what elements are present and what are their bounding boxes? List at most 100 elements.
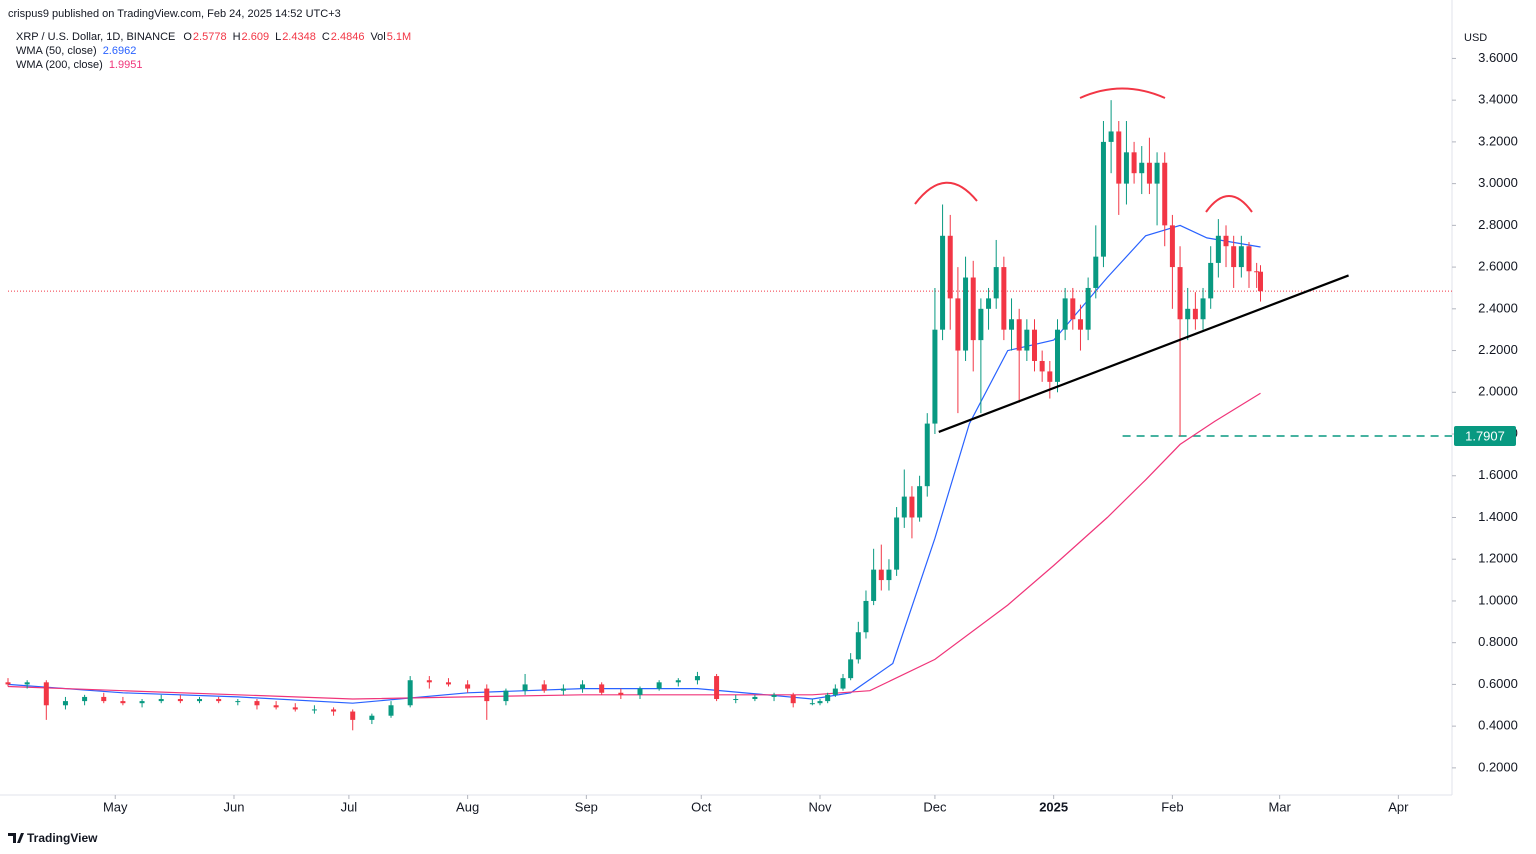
candle xyxy=(1001,256,1007,341)
candle xyxy=(1257,265,1263,302)
y-tick-label: 0.4000 xyxy=(1478,718,1518,733)
candle-body xyxy=(484,688,490,702)
candle-body xyxy=(254,701,260,706)
ohlc-key: H xyxy=(233,31,241,43)
candle-body xyxy=(752,696,758,700)
candle xyxy=(886,559,892,591)
y-tick-label: 1.2000 xyxy=(1478,551,1518,566)
candle-body xyxy=(947,235,953,299)
volume-key: Vol xyxy=(370,31,385,43)
candle-body xyxy=(832,688,838,695)
candle-body xyxy=(993,267,999,299)
candle xyxy=(940,204,946,341)
candle xyxy=(1085,277,1091,341)
candle xyxy=(909,486,915,539)
trendline xyxy=(938,274,1349,433)
candle-body xyxy=(1231,246,1237,268)
candle-body xyxy=(5,682,11,685)
candle-body xyxy=(1077,319,1083,330)
candle xyxy=(158,694,164,704)
candle xyxy=(1139,146,1145,195)
candle-body xyxy=(1177,267,1183,320)
candle-body xyxy=(963,277,969,351)
candle xyxy=(978,298,984,414)
ma-line xyxy=(7,224,1261,704)
candle-body xyxy=(932,329,938,424)
y-tick-label: 1.6000 xyxy=(1478,467,1518,482)
candle xyxy=(1070,287,1076,330)
candle-body xyxy=(1032,329,1038,361)
candle xyxy=(407,676,413,708)
candle xyxy=(1185,287,1191,341)
candle xyxy=(1047,360,1053,399)
candle-body xyxy=(1100,141,1106,257)
candle-body xyxy=(1139,162,1145,174)
candle-body xyxy=(541,684,547,691)
shoulder-arc xyxy=(1205,195,1253,213)
candle-body xyxy=(1257,271,1263,292)
candle xyxy=(1146,137,1152,195)
candle-body xyxy=(656,682,662,689)
ohlc-key: L xyxy=(275,31,281,43)
candle-body xyxy=(840,678,846,689)
candle xyxy=(1062,287,1068,341)
candle-body xyxy=(331,709,337,712)
y-tick-label: 0.6000 xyxy=(1478,676,1518,691)
candle-body xyxy=(1238,246,1244,268)
candle-body xyxy=(120,701,126,704)
candle xyxy=(197,696,203,704)
candle-body xyxy=(1200,298,1206,320)
x-tick-label: May xyxy=(103,799,128,814)
candle-body xyxy=(917,486,923,518)
candle-body xyxy=(388,705,394,716)
candle xyxy=(771,692,777,702)
candle xyxy=(963,256,969,361)
candle xyxy=(817,699,823,706)
candle-body xyxy=(350,711,356,720)
candle-body xyxy=(1215,235,1221,263)
x-tick-label: Mar xyxy=(1268,799,1291,814)
candle-body xyxy=(894,517,900,570)
candle xyxy=(1162,152,1168,247)
candle-body xyxy=(675,680,681,683)
candle-body xyxy=(940,235,946,330)
candle-body xyxy=(1223,235,1229,247)
ohlc-value: 2.4348 xyxy=(282,31,316,43)
ohlc-value: 2.609 xyxy=(242,31,270,43)
candle xyxy=(503,688,509,706)
candle xyxy=(955,267,961,414)
y-tick-label: 0.8000 xyxy=(1478,634,1518,649)
candle xyxy=(1100,121,1106,268)
candle-body xyxy=(273,705,279,708)
candle xyxy=(311,705,317,714)
candle-body xyxy=(1123,152,1129,184)
candle xyxy=(878,544,884,591)
candle xyxy=(1116,121,1122,215)
candle xyxy=(924,413,930,497)
y-tick-label: 3.0000 xyxy=(1478,175,1518,190)
candle xyxy=(1238,235,1244,278)
candle xyxy=(733,694,739,704)
candle xyxy=(101,692,107,704)
candle xyxy=(1024,319,1030,361)
candle xyxy=(1231,235,1237,288)
candle-body xyxy=(560,688,566,691)
candle xyxy=(62,696,68,710)
candle-body xyxy=(1085,287,1091,330)
candle-body xyxy=(1016,319,1022,351)
candle-body xyxy=(62,701,68,706)
candle xyxy=(1123,121,1129,205)
candle-body xyxy=(1070,298,1076,320)
symbol-title: XRP / U.S. Dollar, 1D, BINANCE xyxy=(16,31,175,43)
candle xyxy=(809,699,815,706)
candle xyxy=(694,671,700,685)
candle-body xyxy=(1192,308,1198,320)
candle-body xyxy=(1093,256,1099,288)
candle-body xyxy=(986,298,992,309)
y-tick-label: 2.2000 xyxy=(1478,342,1518,357)
candle-body xyxy=(101,696,107,702)
candle xyxy=(580,680,586,693)
candle xyxy=(120,696,126,706)
